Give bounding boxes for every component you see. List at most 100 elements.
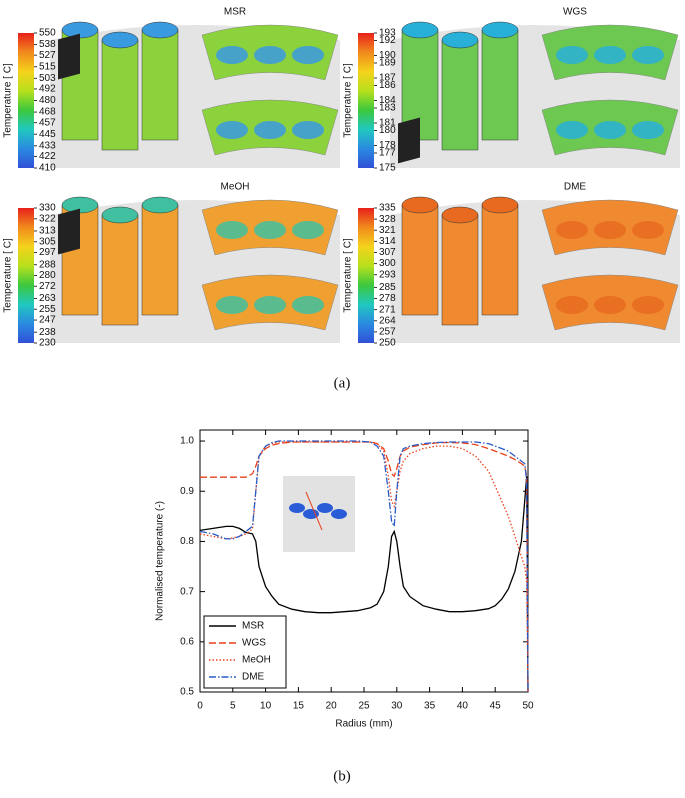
render-spot [556, 121, 588, 139]
x-tick-label: 15 [293, 701, 305, 712]
legend-label: DME [242, 672, 265, 683]
colorbar-tick-label: 433 [39, 140, 56, 151]
colorbar [358, 33, 374, 168]
render-spot [254, 121, 286, 139]
x-tick-label: 40 [457, 701, 469, 712]
colorbar-tick-label: 230 [39, 338, 56, 349]
render-spot [632, 296, 664, 314]
colorbar-label: Temperature [ C] [3, 63, 14, 138]
colorbar-tick-label: 181 [379, 118, 396, 129]
x-tick-label: 35 [424, 701, 436, 712]
render-spot [292, 46, 324, 64]
x-tick-label: 25 [358, 701, 370, 712]
series-line [199, 440, 529, 693]
colorbar-tick-label: 550 [39, 28, 56, 39]
colorbar-tick-label: 189 [379, 58, 396, 69]
colorbar-tick-label: 264 [379, 315, 396, 326]
colorbar-tick-label: 285 [379, 282, 396, 293]
colorbar-tick-label: 177 [379, 148, 396, 159]
colorbar-tick-label: 193 [379, 28, 396, 39]
colorbar-tick-label: 192 [379, 35, 396, 46]
render-spot [216, 221, 248, 239]
colorbar-tick-label: 272 [39, 281, 56, 292]
colorbar-tick-label: 330 [39, 203, 56, 214]
render-spot [254, 221, 286, 239]
y-tick-label: 0.8 [180, 536, 194, 547]
colorbar-tick-label: 321 [379, 225, 396, 236]
render-cylinder [101, 214, 139, 326]
render-cylinder [101, 39, 139, 151]
colorbar-tick-label: 187 [379, 73, 396, 84]
y-tick-label: 0.6 [180, 636, 194, 647]
panel-label: (a) [334, 375, 351, 391]
colorbar-tick-label: 313 [39, 226, 56, 237]
x-tick-label: 10 [260, 701, 272, 712]
colorbar-tick-label: 422 [39, 151, 56, 162]
colorbar-tick-label: 322 [39, 213, 56, 224]
colorbar [18, 33, 34, 168]
y-tick-label: 0.7 [180, 586, 194, 597]
colorbar-tick-label: 288 [39, 259, 56, 270]
render-cylinder [481, 204, 519, 316]
colorbar-tick-label: 178 [379, 140, 396, 151]
colorbar [18, 208, 34, 343]
render-cylinder-top [141, 196, 179, 214]
colorbar-tick-label: 305 [39, 236, 56, 247]
render-spot [632, 46, 664, 64]
colorbar-tick-label: 503 [39, 73, 56, 84]
render-cylinder-top [441, 31, 479, 49]
colorbar-tick-label: 468 [39, 107, 56, 118]
x-axis-label: Radius (mm) [335, 719, 392, 730]
render-spot [632, 121, 664, 139]
render-spot [254, 46, 286, 64]
colorbar-tick-label: 492 [39, 84, 56, 95]
panel-title: MeOH [221, 182, 250, 193]
colorbar-tick-label: 183 [379, 103, 396, 114]
x-tick-label: 50 [522, 701, 534, 712]
colorbar-tick-label: 307 [379, 247, 396, 258]
render-spot [216, 296, 248, 314]
panel-title: WGS [563, 7, 587, 18]
render-cylinder [441, 39, 479, 151]
render-cylinder-top [441, 206, 479, 224]
render-block [58, 208, 80, 255]
colorbar-tick-label: 184 [379, 95, 396, 106]
legend-label: WGS [242, 638, 266, 649]
render-cylinder [141, 29, 179, 141]
render-cylinder [441, 214, 479, 326]
render-cylinder-top [101, 31, 139, 49]
colorbar-tick-label: 238 [39, 327, 56, 338]
render-spot [292, 296, 324, 314]
colorbar [358, 208, 374, 343]
colorbar-tick-label: 538 [39, 39, 56, 50]
render-cylinder-top [481, 196, 519, 214]
colorbar-tick-label: 255 [39, 304, 56, 315]
render-spot [216, 46, 248, 64]
panel-title: MSR [224, 7, 246, 18]
render-spot [556, 221, 588, 239]
render-block [58, 33, 80, 80]
y-tick-label: 0.9 [180, 486, 194, 497]
y-tick-label: 0.5 [180, 687, 194, 698]
colorbar-tick-label: 527 [39, 50, 56, 61]
series-line [199, 476, 529, 693]
colorbar-tick-label: 410 [39, 163, 56, 174]
render-spot [594, 46, 626, 64]
x-tick-label: 30 [391, 701, 403, 712]
colorbar-tick-label: 250 [379, 338, 396, 349]
render-spot [556, 46, 588, 64]
colorbar-tick-label: 300 [379, 258, 396, 269]
render-cylinder [481, 29, 519, 141]
x-tick-label: 20 [326, 701, 338, 712]
render-cylinder-top [101, 206, 139, 224]
colorbar-tick-label: 293 [379, 269, 396, 280]
colorbar-tick-label: 445 [39, 129, 56, 140]
x-tick-label: 45 [490, 701, 502, 712]
y-tick-label: 1.0 [180, 436, 194, 447]
series-line [200, 441, 529, 693]
x-tick-label: 5 [230, 701, 236, 712]
render-spot [254, 296, 286, 314]
series-line [199, 441, 529, 693]
legend-label: MeOH [242, 655, 271, 666]
